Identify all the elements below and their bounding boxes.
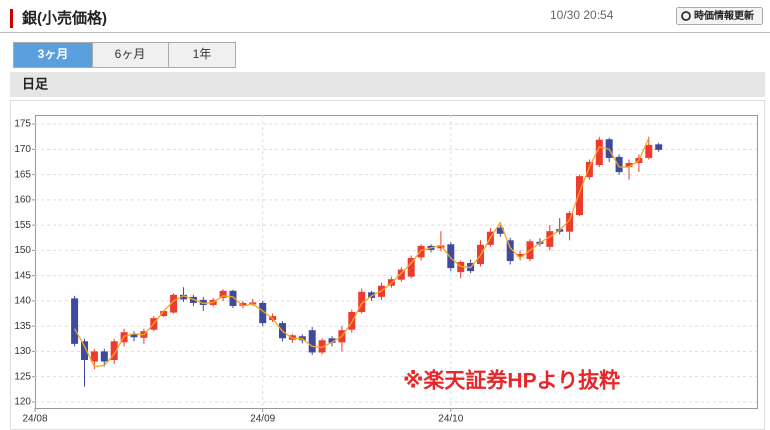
candle-body [90, 351, 98, 362]
y-tick-label: 140 [14, 296, 31, 307]
x-tick-label: 24/09 [250, 414, 275, 425]
candle-body [199, 299, 207, 305]
refresh-button[interactable]: 時価情報更新 [676, 7, 763, 25]
candle-body [71, 298, 79, 344]
candle-body [615, 156, 623, 173]
candle-body [576, 176, 583, 216]
plot-area [35, 115, 758, 409]
candle-body [496, 227, 504, 234]
page-title: 銀(小売価格) [22, 9, 107, 27]
candle-body [229, 290, 237, 306]
tab[interactable] [92, 42, 169, 68]
section-title: 日足 [22, 76, 49, 91]
y-tick-label: 145 [14, 270, 31, 281]
candle-body [566, 213, 574, 232]
candle-body [516, 253, 524, 257]
candle-body [625, 162, 633, 168]
candle-body [180, 294, 187, 300]
candle-body [447, 244, 455, 269]
tab[interactable] [13, 42, 93, 68]
section-bar [10, 72, 765, 97]
y-tick-label: 170 [14, 144, 31, 155]
candle-body [259, 302, 267, 324]
x-tick-label: 24/08 [22, 414, 47, 425]
candle-body [130, 333, 138, 338]
y-tick-label: 125 [14, 371, 31, 382]
candle-body [308, 330, 316, 353]
candle-body [239, 302, 247, 306]
y-tick-label: 130 [14, 346, 31, 357]
candle-body [219, 290, 227, 298]
candle-body [595, 139, 603, 166]
candle-body [368, 292, 376, 298]
candle-body [417, 245, 425, 258]
y-tick-label: 155 [14, 220, 31, 231]
tab-label[interactable]: 1年 [193, 47, 212, 61]
candle-body [437, 245, 445, 249]
y-tick-label: 135 [14, 321, 31, 332]
tab[interactable] [168, 42, 236, 68]
candle-body [318, 340, 326, 353]
candle-body [655, 144, 663, 150]
candle-body [358, 291, 366, 313]
candle-body [645, 144, 653, 158]
y-tick-label: 120 [14, 397, 31, 408]
timestamp: 10/30 20:54 [550, 8, 614, 22]
candle-body [585, 161, 593, 178]
range-tabs: 3ヶ月 6ヶ月 1年 [13, 42, 236, 68]
candle-body [506, 240, 514, 261]
candle-body [160, 311, 168, 317]
candle-body [328, 338, 336, 343]
refresh-button-frame[interactable] [676, 7, 763, 25]
candle-body [170, 294, 178, 313]
candle-body [397, 269, 405, 280]
annotation: ※楽天証券HPより抜粋 [403, 369, 620, 393]
candle-body [100, 351, 108, 362]
candle-body [407, 257, 415, 277]
y-tick-label: 165 [14, 169, 31, 180]
refresh-label[interactable]: 時価情報更新 [694, 9, 754, 22]
moving-average-line [74, 137, 650, 368]
y-tick-label: 150 [14, 245, 31, 256]
tab-label[interactable]: 6ヶ月 [115, 47, 146, 61]
x-tick-label: 24/10 [438, 414, 463, 425]
candle-body [546, 231, 554, 247]
tab-label[interactable]: 3ヶ月 [38, 47, 69, 61]
refresh-icon[interactable] [681, 11, 691, 21]
plot: 120 125 130 135 140 145 150 155 160 165 170 175 24/0… [14, 115, 757, 425]
candle-body [81, 341, 88, 361]
title-marker [10, 9, 13, 28]
candle-body [110, 341, 118, 361]
y-tick-label: 175 [14, 119, 31, 130]
y-tick-label: 160 [14, 195, 31, 206]
candle-body [605, 139, 613, 158]
